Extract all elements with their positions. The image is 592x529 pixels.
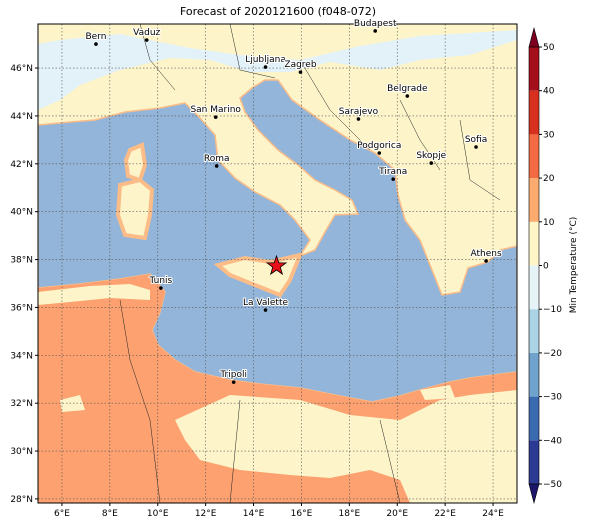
city-label: San Marino <box>190 105 241 115</box>
x-tick-label: 10°E <box>147 509 169 519</box>
city-label: Roma <box>204 154 230 164</box>
city-label: Athens <box>471 249 502 259</box>
y-tick-label: 46°N <box>10 64 33 74</box>
y-tick-label: 32°N <box>10 399 33 409</box>
y-tick-label: 36°N <box>10 303 33 313</box>
x-tick-label: 6°E <box>54 509 70 519</box>
city-label: Skopje <box>416 151 446 161</box>
land <box>38 24 517 60</box>
y-tick-label: 38°N <box>10 256 33 266</box>
city-label: Budapest <box>354 19 397 29</box>
city-marker <box>429 161 434 165</box>
x-tick-label: 20°E <box>386 509 408 519</box>
colorbar-bin <box>529 352 539 397</box>
colorbar-tick-label: 40 <box>543 87 555 97</box>
colorbar-over <box>528 26 540 48</box>
y-tick-label: 44°N <box>10 112 33 122</box>
colorbar-tick-label: −30 <box>543 393 562 403</box>
city-marker <box>263 65 268 69</box>
land <box>175 390 517 503</box>
city-marker <box>373 29 378 33</box>
city-marker <box>356 117 361 121</box>
city-marker <box>474 145 478 149</box>
corsica <box>123 142 148 183</box>
colorbar-bin <box>529 221 539 266</box>
city-marker <box>94 42 98 46</box>
colorbar-tick-label: −20 <box>543 349 562 359</box>
y-tick-label: 34°N <box>10 351 33 361</box>
city-label: Tirana <box>378 167 407 177</box>
land <box>38 284 150 305</box>
colorbar-bin <box>529 90 539 135</box>
colorbar-tick-label: 0 <box>543 262 549 272</box>
colorbar-tick-label: −40 <box>543 436 562 446</box>
colorbar-bin <box>529 178 539 222</box>
city-label: Ljubljana <box>245 55 286 65</box>
city-label: Sarajevo <box>339 107 379 117</box>
city-label: Zagreb <box>284 60 316 70</box>
city-marker <box>298 70 303 74</box>
map-title: Forecast of 2020121600 (f048-072) <box>180 5 376 18</box>
colorbar-tick-label: 30 <box>543 130 555 140</box>
x-tick-label: 16°E <box>291 509 313 519</box>
city-marker <box>214 164 219 168</box>
x-tick-label: 18°E <box>339 509 361 519</box>
colorbar-label: Min Temperature (°C) <box>569 217 579 314</box>
colorbar-bin <box>529 47 539 91</box>
border <box>119 24 501 503</box>
colorbar-tick-label: 20 <box>543 174 555 184</box>
city-label: Vaduz <box>133 28 160 38</box>
location-star <box>265 254 288 276</box>
city-marker <box>213 115 218 119</box>
city-marker <box>231 380 236 384</box>
colorbar-bin <box>529 265 539 310</box>
x-tick-label: 24°E <box>482 509 504 519</box>
grid <box>38 24 517 503</box>
y-tick-label: 42°N <box>10 160 33 170</box>
city-marker <box>144 38 149 42</box>
city-marker <box>405 94 410 98</box>
colorbar-tick-label: 10 <box>543 218 555 228</box>
city-label: Podgorica <box>357 141 401 151</box>
colorbar-bin <box>529 134 539 179</box>
map-frame <box>37 23 518 504</box>
city-marker <box>159 286 163 290</box>
y-tick-label: 30°N <box>10 447 33 457</box>
sardinia <box>115 177 155 241</box>
y-tick-label: 40°N <box>10 208 33 218</box>
city-label: Bern <box>85 32 106 42</box>
y-tick-label: 28°N <box>10 495 33 505</box>
colorbar-tick-label: −50 <box>543 480 562 490</box>
city-marker <box>391 177 395 181</box>
city-label: Belgrade <box>387 84 428 94</box>
city-label: La Valette <box>243 298 288 308</box>
x-tick-label: 12°E <box>195 509 217 519</box>
city-marker <box>263 308 268 312</box>
colorbar-under <box>528 483 540 505</box>
x-tick-label: 14°E <box>243 509 265 519</box>
city-label: Tripoli <box>219 370 247 380</box>
colorbar-bin <box>529 440 539 484</box>
city-label: Tunis <box>148 276 172 286</box>
city-marker <box>484 259 488 263</box>
x-tick-label: 22°E <box>434 509 456 519</box>
colorbar-bin <box>529 396 539 441</box>
colorbar-bin <box>529 309 539 353</box>
city-label: Sofia <box>465 135 487 145</box>
x-tick-label: 8°E <box>102 509 118 519</box>
colorbar-tick-label: −10 <box>543 305 562 315</box>
colorbar-tick-label: 50 <box>543 43 555 53</box>
city-marker <box>377 151 382 155</box>
